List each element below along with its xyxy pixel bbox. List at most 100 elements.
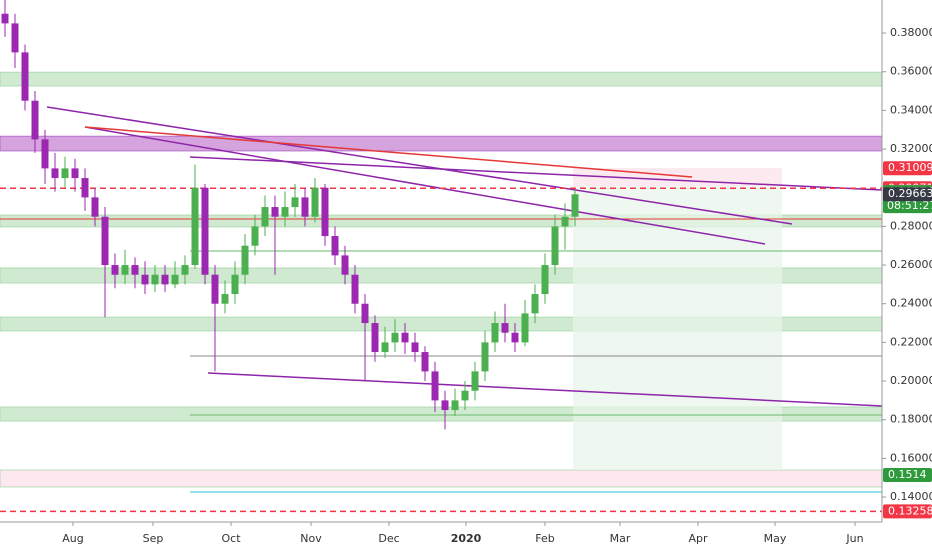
candle-body (21, 52, 29, 101)
x-tick-label: Sep (143, 532, 164, 545)
candle-body (181, 265, 189, 275)
y-tick-label: 0.32000 (890, 142, 932, 155)
candle-body (331, 236, 339, 256)
zone (0, 469, 883, 488)
y-tick-label: 0.22000 (890, 335, 932, 348)
candle-body (251, 226, 259, 246)
candle-body (161, 274, 169, 285)
candle-body (321, 187, 329, 237)
candle-body (301, 197, 309, 217)
y-tick-label: 0.38000 (890, 26, 932, 39)
candle-body (141, 274, 149, 285)
price-tag-label: 0.31009 (888, 161, 932, 174)
x-tick-label: Aug (62, 532, 83, 545)
candle-body (281, 207, 289, 217)
candle-body (231, 274, 239, 295)
candle-body (521, 313, 529, 343)
y-tick-label: 0.18000 (890, 413, 932, 426)
candle-body (1, 13, 9, 24)
trend-line (46, 106, 793, 225)
trend-line (84, 126, 693, 178)
candle-body (421, 352, 429, 372)
candle-body (121, 265, 129, 275)
price-tag (883, 187, 932, 202)
candle-body (221, 294, 229, 304)
candle-body (531, 294, 539, 314)
candle-body (11, 23, 19, 53)
candle-body (371, 323, 379, 353)
countdown-tag (883, 199, 932, 214)
y-tick-label: 0.26000 (890, 258, 932, 271)
price-tag-label: 0.13258 (888, 504, 932, 517)
price-tag-label: 0.29663 (888, 187, 932, 200)
candle-body (351, 274, 359, 304)
risk-box (573, 168, 782, 186)
candle-body (551, 226, 559, 266)
candle-body (361, 303, 369, 324)
candle-body (481, 342, 489, 372)
candle-body (261, 207, 269, 227)
y-tick-label: 0.24000 (890, 297, 932, 310)
candle-body (241, 245, 249, 275)
candle-body (191, 187, 199, 266)
candle-body (511, 332, 519, 343)
y-tick-label: 0.28000 (890, 219, 932, 232)
trend-line (207, 372, 883, 407)
candle-body (491, 323, 499, 343)
x-tick-label: 2020 (451, 532, 482, 545)
candle-body (171, 274, 179, 285)
price-tag-label: 0.1514 (888, 468, 927, 481)
candle-body (101, 216, 109, 266)
candle-body (431, 371, 439, 401)
candle-body (571, 194, 579, 217)
x-tick-label: Jun (845, 532, 863, 545)
x-tick-label: Apr (688, 532, 708, 545)
candle-body (381, 342, 389, 353)
candle-body (51, 168, 59, 179)
candle-body (291, 197, 299, 208)
candle-body (81, 178, 89, 198)
candle-body (61, 168, 69, 179)
y-tick-label: 0.20000 (890, 374, 932, 387)
x-tick-label: Dec (378, 532, 399, 545)
x-tick-label: Feb (535, 532, 554, 545)
candle-body (111, 265, 119, 275)
candle-body (131, 265, 139, 275)
y-tick-label: 0.34000 (890, 103, 932, 116)
candle-body (391, 332, 399, 343)
candle-body (461, 390, 469, 401)
candle-body (541, 265, 549, 295)
candle-body (341, 255, 349, 275)
candle-body (311, 187, 319, 217)
y-tick-label: 0.14000 (890, 490, 932, 503)
candle-body (91, 197, 99, 217)
x-tick-label: Oct (221, 532, 241, 545)
candle-body (41, 139, 49, 169)
candle-body (211, 274, 219, 304)
y-tick-label: 0.36000 (890, 65, 932, 78)
x-tick-label: May (764, 532, 787, 545)
candle-body (501, 323, 509, 333)
reward-box (573, 186, 782, 470)
candle-body (561, 216, 569, 227)
x-tick-label: Mar (610, 532, 631, 545)
candle-body (31, 100, 39, 140)
candle-body (71, 168, 79, 179)
price-tag (883, 468, 932, 483)
zone (0, 71, 883, 87)
price-tag (883, 504, 932, 519)
trend-line (189, 156, 883, 191)
candle-body (401, 332, 409, 343)
candle-body (411, 342, 419, 353)
candle-body (441, 400, 449, 411)
x-tick-label: Nov (300, 532, 322, 545)
candle-body (471, 371, 479, 391)
time-axis (0, 522, 882, 550)
candle-body (451, 400, 459, 411)
price-tag (883, 161, 932, 176)
candle-body (201, 187, 209, 275)
trend-line (84, 126, 766, 245)
candle-body (151, 274, 159, 285)
price-axis (882, 0, 932, 550)
